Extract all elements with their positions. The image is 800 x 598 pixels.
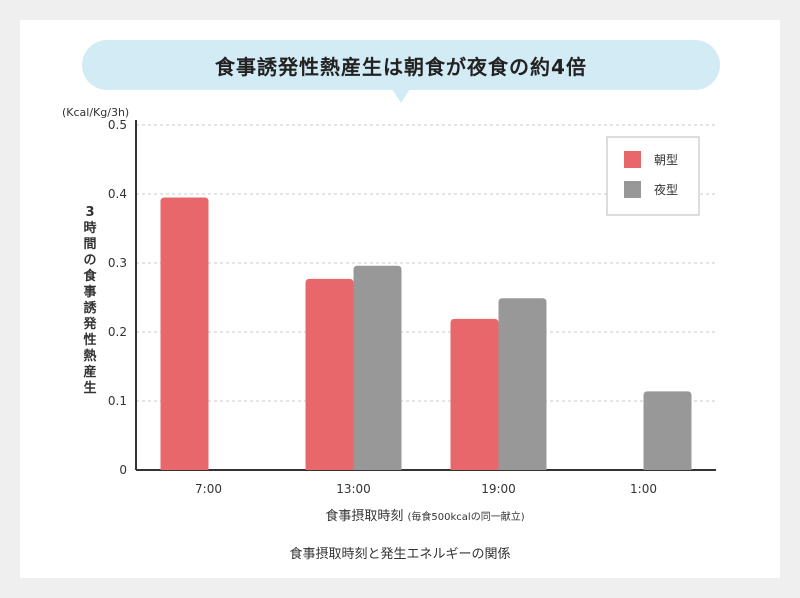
figure-caption: 食事摂取時刻と発生エネルギーの関係: [289, 547, 511, 562]
bar-night-2: [498, 298, 547, 470]
y-axis-unit: (Kcal/Kg/3h): [62, 106, 130, 119]
legend-label: 朝型: [654, 153, 678, 167]
x-axis-label: 食事摂取時刻 (毎食500kcalの同一献立): [300, 505, 550, 524]
x-tick-label: 13:00: [336, 482, 371, 496]
x-tick-label: 19:00: [481, 482, 516, 496]
y-axis-label: 3時間の食事誘発性熱産生: [83, 205, 97, 396]
x-tick-label: 7:00: [195, 482, 222, 496]
y-tick-label: 0.4: [108, 187, 127, 201]
y-tick-label: 0.5: [108, 118, 127, 132]
x-tick-label: 1:00: [630, 482, 657, 496]
y-tick-label: 0.2: [108, 325, 127, 339]
y-tick-label: 0: [119, 463, 127, 477]
y-tick-label: 0.3: [108, 256, 127, 270]
headline-text: 食事誘発性熱産生は朝食が夜食の約4倍: [215, 54, 587, 79]
x-axis-title: 食事摂取時刻: [325, 509, 404, 524]
legend-swatch: [624, 151, 641, 168]
legend-swatch: [624, 181, 641, 198]
y-tick-label: 0.1: [108, 394, 127, 408]
bar-night-1: [353, 265, 402, 470]
legend-label: 夜型: [654, 182, 678, 197]
bar-morning-2: [450, 318, 499, 470]
x-axis-note: (毎食500kcalの同一献立): [407, 512, 525, 523]
bar-night-3: [643, 391, 692, 470]
bar-morning-0: [160, 197, 209, 470]
bar-morning-1: [305, 278, 354, 470]
headline-banner: 食事誘発性熱産生は朝食が夜食の約4倍: [82, 40, 720, 90]
banner-pointer: [392, 89, 410, 103]
legend-box: [606, 136, 700, 216]
